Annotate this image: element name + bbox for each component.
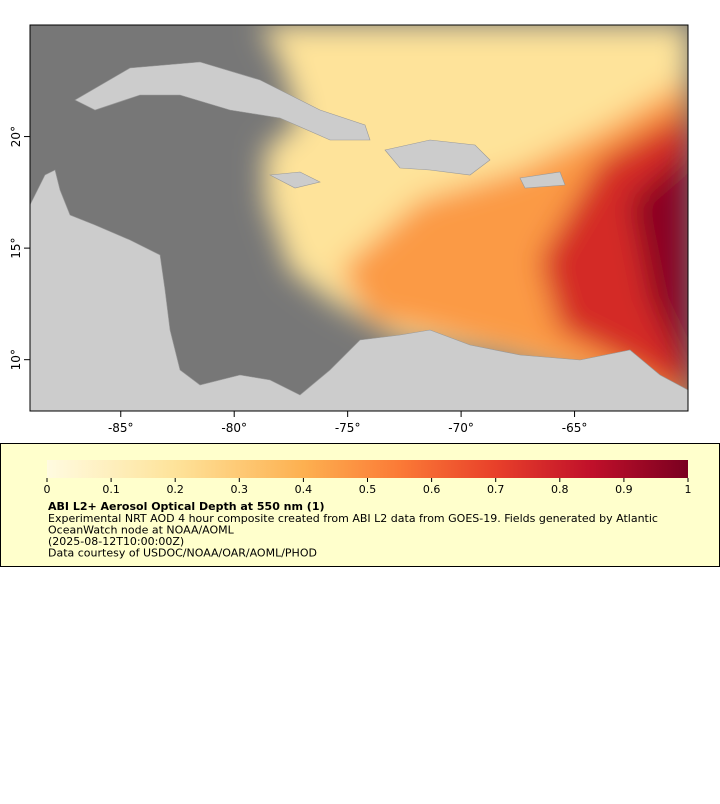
x-tick-label: -80° (221, 421, 247, 435)
x-tick-label: -65° (562, 421, 588, 435)
x-tick-label: -75° (335, 421, 361, 435)
colorbar-tick-label: 0.8 (551, 483, 569, 496)
colorbar-tick-label: 0.7 (487, 483, 505, 496)
legend-description: OceanWatch node at NOAA/AOML (48, 524, 235, 537)
colorbar-tick-label: 0.5 (359, 483, 377, 496)
legend-title: ABI L2+ Aerosol Optical Depth at 550 nm … (48, 500, 325, 513)
x-tick-label: -85° (108, 421, 134, 435)
legend-description: Data courtesy of USDOC/NOAA/OAR/AOML/PHO… (48, 547, 317, 560)
colorbar-tick-label: 0.4 (295, 483, 313, 496)
legend-description: Experimental NRT AOD 4 hour composite cr… (48, 512, 658, 525)
colorbar-tick-label: 1 (685, 483, 692, 496)
x-tick-label: -70° (448, 421, 474, 435)
colorbar-tick-label: 0.1 (102, 483, 120, 496)
colorbar (47, 460, 688, 478)
colorbar-tick-label: 0.6 (423, 483, 441, 496)
y-tick-label: 15° (9, 237, 23, 258)
colorbar-tick-label: 0.9 (615, 483, 633, 496)
legend-description: (2025-08-12T10:00:00Z) (48, 535, 184, 548)
y-tick-label: 10° (9, 349, 23, 370)
land (30, 61, 688, 411)
y-tick-label: 20° (9, 126, 23, 147)
map-frame (29, 24, 689, 412)
aerosol-field (260, 25, 688, 411)
colorbar-tick-label: 0.2 (166, 483, 184, 496)
map (30, 25, 688, 411)
colorbar-tick-label: 0.3 (231, 483, 249, 496)
colorbar-tick-label: 0 (44, 483, 51, 496)
